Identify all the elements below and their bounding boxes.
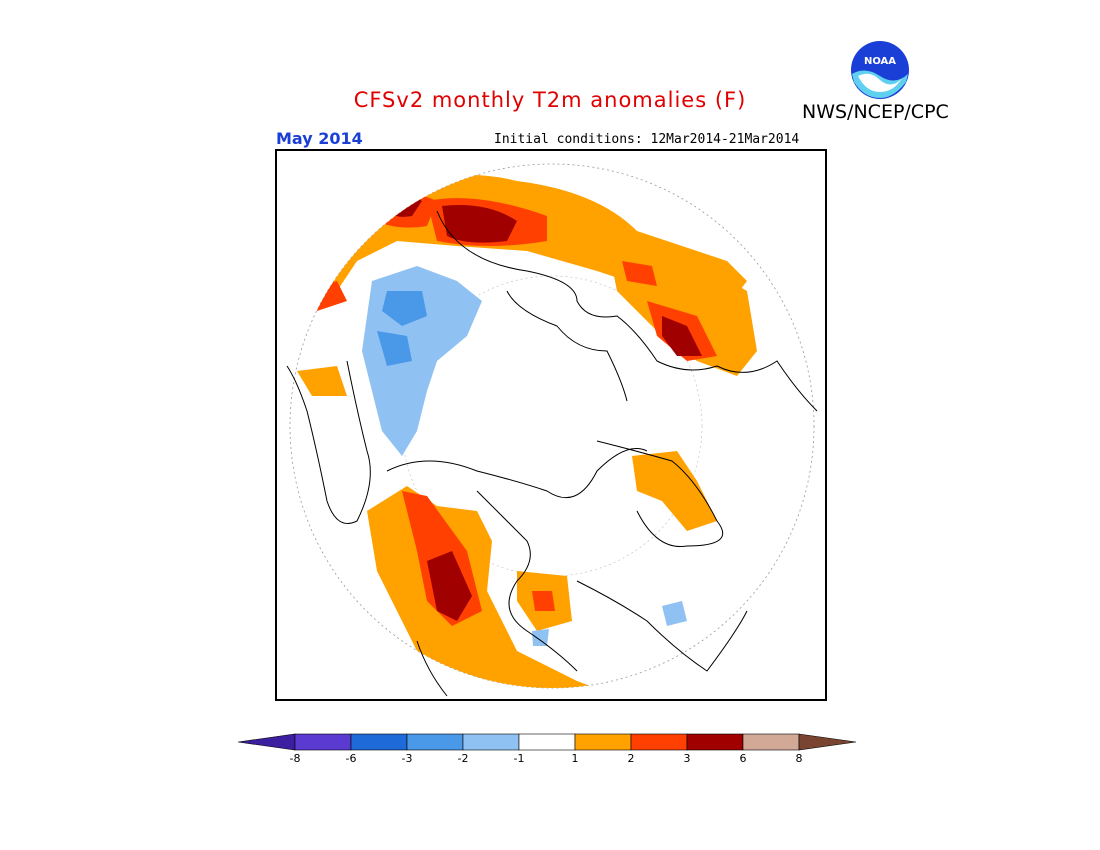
colorbar-tick-label: 6 <box>739 752 747 765</box>
colorbar-tick-label: -3 <box>401 752 413 765</box>
anomaly-red-na-e <box>532 591 555 611</box>
colorbar-tick-label: -8 <box>289 752 301 765</box>
agency-label: NWS/NCEP/CPC <box>802 101 949 123</box>
colorbar-tick-label: -1 <box>513 752 525 765</box>
anomaly-blue-greenland <box>382 291 427 326</box>
initial-conditions: Initial conditions: 12Mar2014-21Mar2014 <box>494 132 800 147</box>
chart-title: CFSv2 monthly T2m anomalies (F) <box>353 88 747 112</box>
anomaly-lightblue-small <box>532 629 549 646</box>
anomaly-blue-greenland-2 <box>377 331 412 366</box>
colorbar-box <box>686 733 744 751</box>
anomaly-darkred-siberia <box>662 316 702 356</box>
colorbar-box <box>630 733 688 751</box>
colorbar-arrow-high <box>798 733 857 751</box>
colorbar-box <box>406 733 464 751</box>
colorbar-arrow-low <box>237 733 296 751</box>
anomaly-darkred-europe-2 <box>442 205 517 243</box>
colorbar-box <box>518 733 576 751</box>
anomaly-lightblue-pacific <box>662 601 687 626</box>
colorbar-tick-label: -6 <box>345 752 357 765</box>
colorbar-box <box>462 733 520 751</box>
colorbar-box <box>574 733 632 751</box>
anomaly-orange-alaska <box>632 451 717 531</box>
noaa-logo: NOAA <box>850 40 910 100</box>
anomaly-red-siberia-2 <box>622 261 657 286</box>
colorbar-tick-label: 8 <box>795 752 803 765</box>
colorbar-box <box>294 733 352 751</box>
colorbar-tick-label: 1 <box>571 752 579 765</box>
anomaly-shading <box>297 174 757 688</box>
colorbar-tick-label: 2 <box>627 752 635 765</box>
anomaly-darkred-na <box>427 551 472 621</box>
anomaly-orange-greenland-w <box>297 366 347 396</box>
colorbar-tick-label: -2 <box>457 752 469 765</box>
noaa-logo-text: NOAA <box>864 56 896 67</box>
colorbar-box <box>742 733 800 751</box>
colorbar-tick-label: 3 <box>683 752 691 765</box>
valid-month: May 2014 <box>276 129 363 148</box>
colorbar <box>237 732 862 758</box>
colorbar-box <box>350 733 408 751</box>
coastlines <box>286 210 818 697</box>
anomaly-orange-na <box>367 486 617 688</box>
polar-map <box>275 149 827 701</box>
